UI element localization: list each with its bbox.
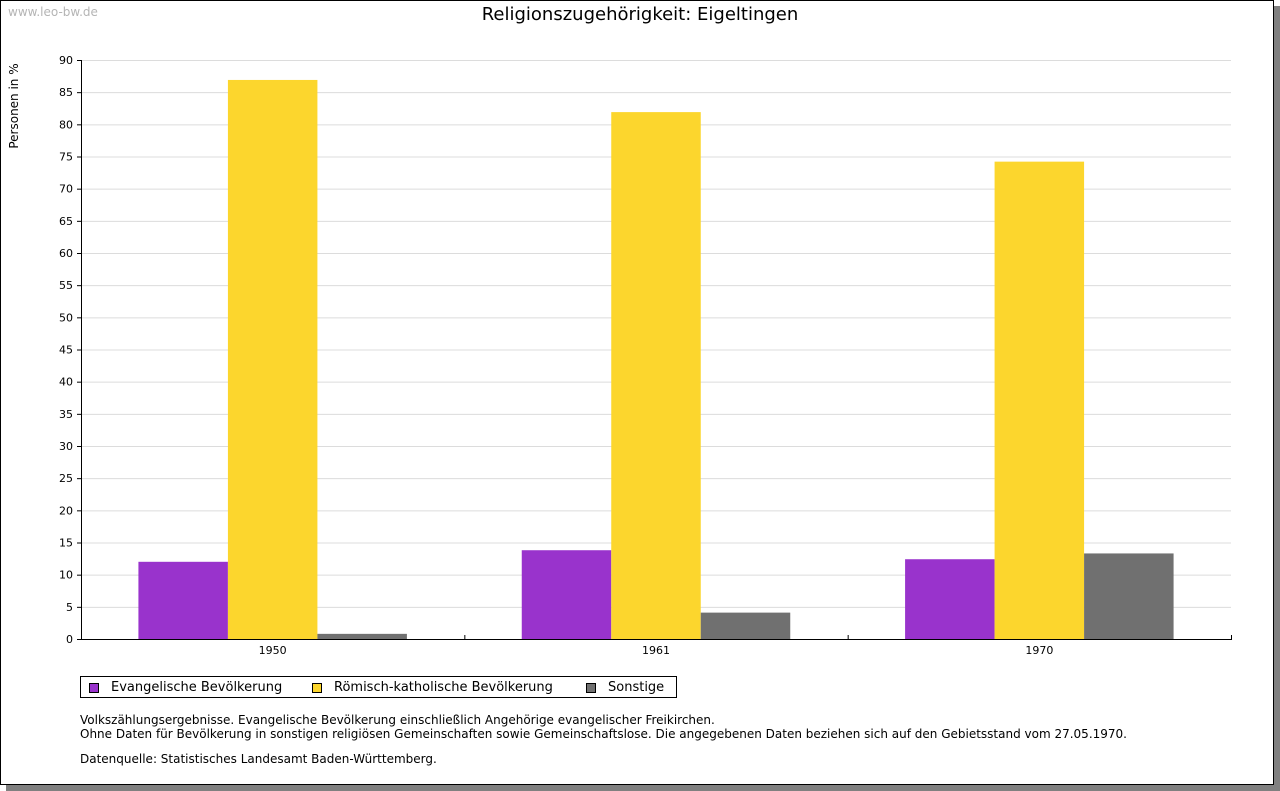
y-tick-label: 50 xyxy=(59,311,73,324)
x-tick-label: 1970 xyxy=(1025,644,1053,657)
bar xyxy=(1084,553,1174,639)
y-tick-label: 40 xyxy=(59,376,73,389)
bar xyxy=(611,112,701,640)
legend: Evangelische Bevölkerung Römisch-katholi… xyxy=(80,676,677,698)
y-tick-label: 85 xyxy=(59,86,73,99)
bar xyxy=(138,561,228,639)
y-tick-label: 15 xyxy=(59,537,73,550)
bar-chart: 0 5 10 15 20 25 30 35 40 45 50 55 60 65 70 75 80 85 90 1950… xyxy=(59,54,1232,657)
y-tick-label: 10 xyxy=(59,569,73,582)
y-tick-label: 70 xyxy=(59,183,73,196)
y-tick-label: 75 xyxy=(59,151,73,164)
y-tick-label: 65 xyxy=(59,215,73,228)
bar xyxy=(317,633,407,639)
chart-title: Religionszugehörigkeit: Eigeltingen xyxy=(481,4,799,25)
y-tick-label: 80 xyxy=(59,118,73,131)
x-tick-label: 1961 xyxy=(642,644,670,657)
y-tick-label: 5 xyxy=(66,601,73,614)
y-tick-label: 90 xyxy=(59,54,73,67)
y-tick-label: 55 xyxy=(59,279,73,292)
legend-label: Römisch-katholische Bevölkerung xyxy=(334,680,553,695)
y-tick-label: 35 xyxy=(59,408,73,421)
bar xyxy=(905,559,995,639)
y-tick-label: 25 xyxy=(59,472,73,485)
watermark: www.leo-bw.de xyxy=(8,5,98,19)
footnote-line: Ohne Daten für Bevölkerung in sonstigen … xyxy=(80,727,1127,741)
y-tick-label: 30 xyxy=(59,440,73,453)
legend-label: Evangelische Bevölkerung xyxy=(111,680,283,695)
footnote-line: Volkszählungsergebnisse. Evangelische Be… xyxy=(80,713,715,727)
x-tick-label: 1950 xyxy=(259,644,287,657)
y-tick-label: 0 xyxy=(66,633,73,646)
legend-swatch-evangelisch xyxy=(89,683,99,693)
y-tick-label: 60 xyxy=(59,247,73,260)
legend-swatch-sonstige xyxy=(586,683,596,693)
legend-swatch-katholisch xyxy=(312,683,322,693)
bar xyxy=(700,612,791,639)
bar xyxy=(994,161,1085,639)
footnotes: Volkszählungsergebnisse. Evangelische Be… xyxy=(80,713,1127,741)
frame-shadow-right xyxy=(1274,6,1280,791)
y-tick-label: 20 xyxy=(59,504,73,517)
bar xyxy=(521,550,612,639)
legend-label: Sonstige xyxy=(608,680,665,695)
data-source: Datenquelle: Statistisches Landesamt Bad… xyxy=(80,752,437,766)
y-tick-label: 45 xyxy=(59,344,73,357)
bar xyxy=(227,79,318,639)
frame-shadow-bottom xyxy=(6,785,1280,791)
